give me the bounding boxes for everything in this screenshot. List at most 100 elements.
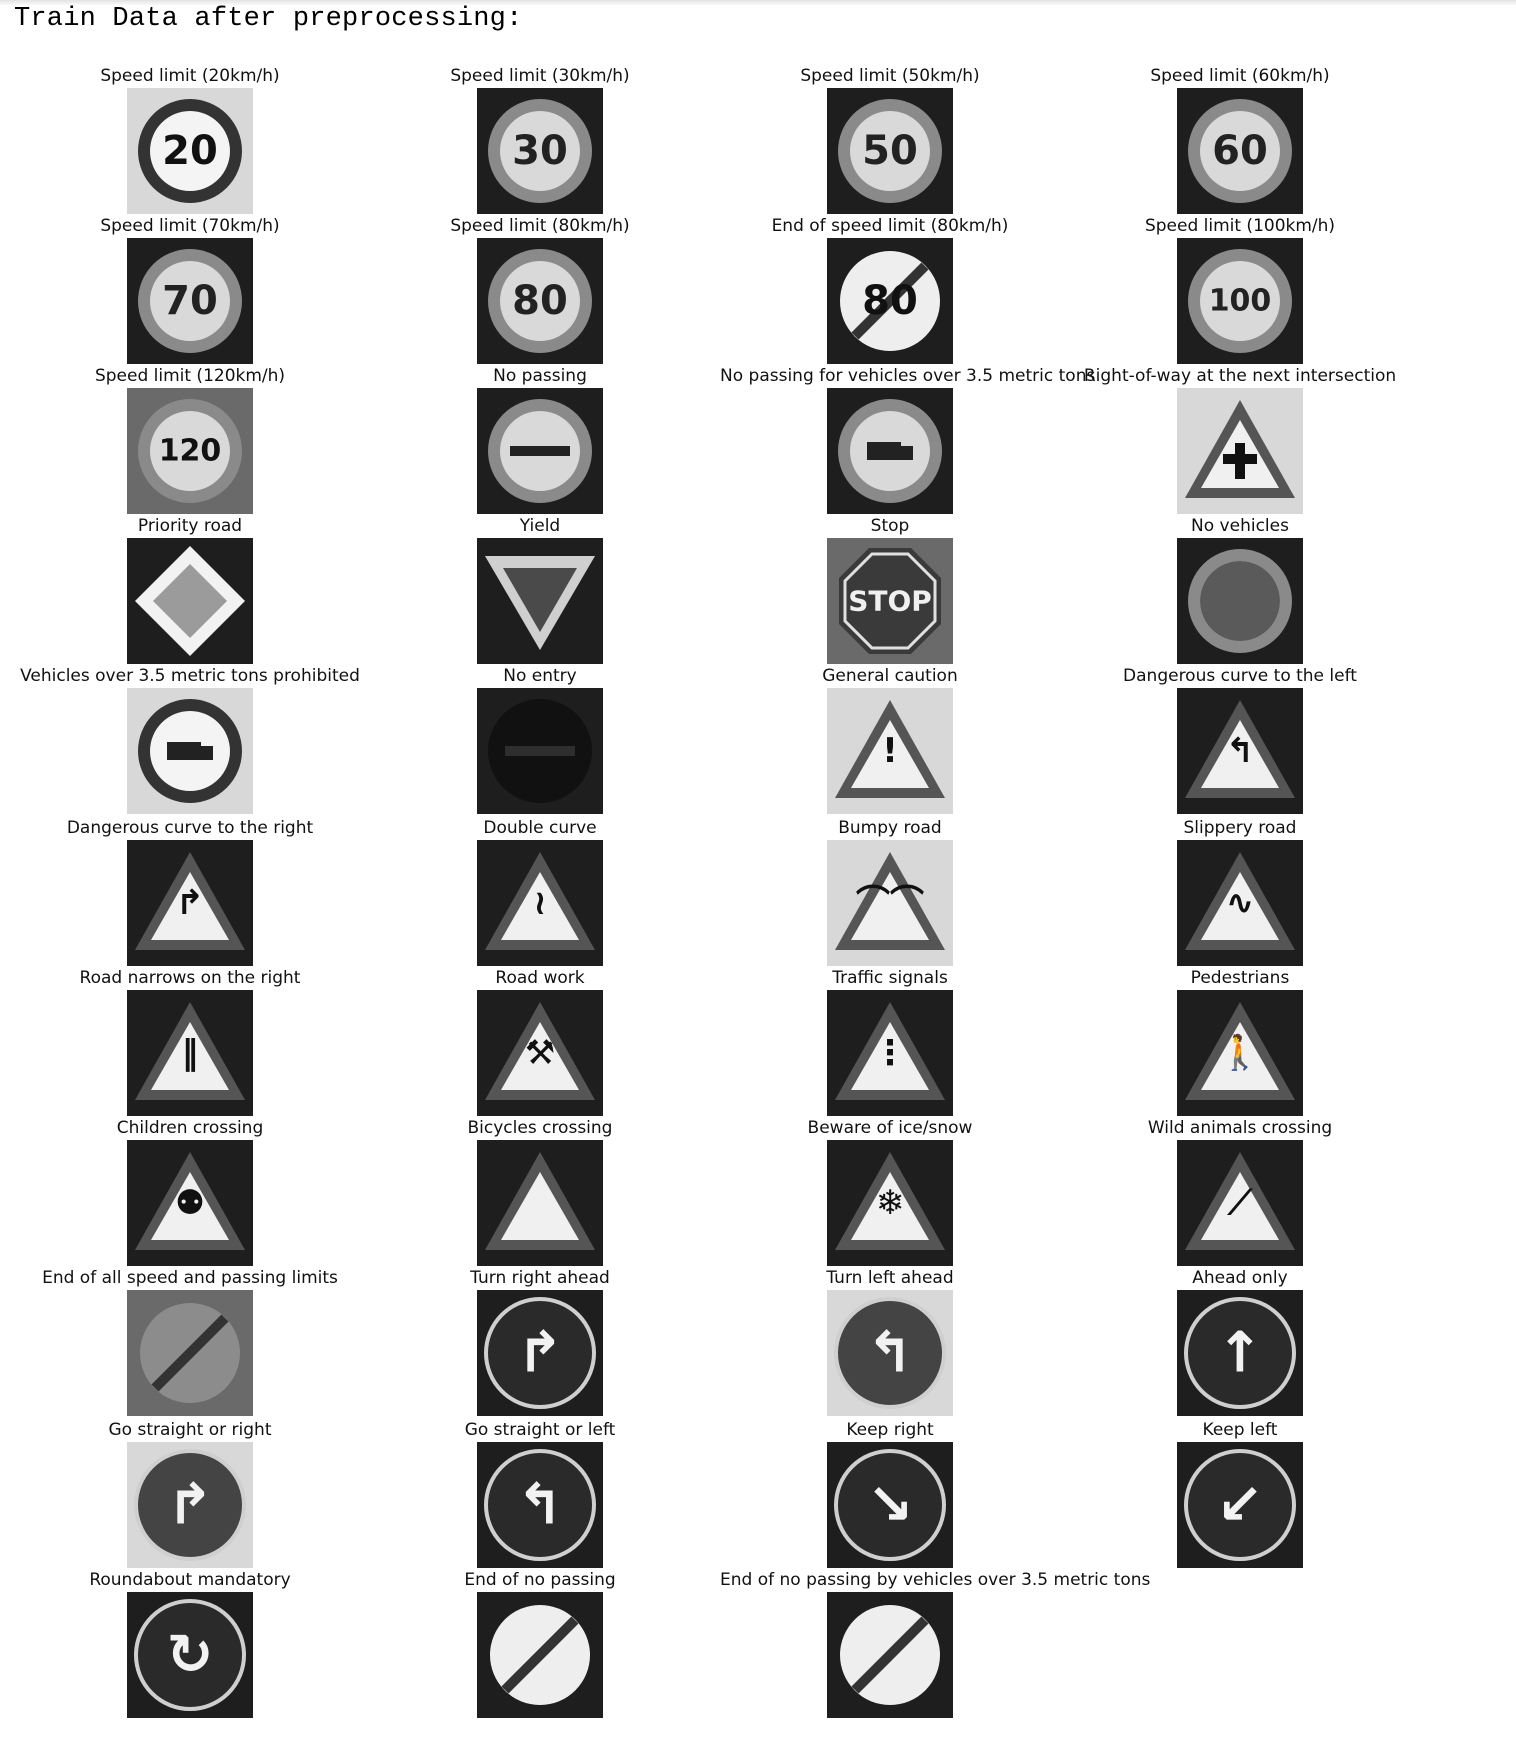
sign-cell: Speed limit (30km/h) 30	[370, 66, 710, 216]
sign-label: Turn left ahead	[826, 1268, 954, 1288]
sign-label: Children crossing	[116, 1118, 264, 1138]
straight-or-left-icon: ↰	[477, 1442, 603, 1568]
end-speed-limit-80-icon-glyph: 80	[862, 278, 918, 324]
speed-limit-50-icon-glyph: 50	[862, 128, 918, 174]
end-all-limits-icon	[127, 1290, 253, 1416]
speed-limit-50-icon: 50	[827, 88, 953, 214]
sign-label: Pedestrians	[1190, 968, 1290, 988]
sign-cell: Go straight or right ↱	[20, 1420, 360, 1570]
ahead-only-icon-glyph: ↑	[1217, 1321, 1264, 1386]
sign-label: Beware of ice/snow	[807, 1118, 973, 1138]
sign-cell: Traffic signals ⋮	[720, 968, 1060, 1118]
general-caution-icon: !	[827, 688, 953, 814]
sign-cell: Wild animals crossing ⟋	[1070, 1118, 1410, 1268]
bicycles-crossing-icon	[477, 1140, 603, 1266]
children-crossing-icon: ⚉	[127, 1140, 253, 1266]
general-caution-icon-glyph: !	[882, 731, 898, 771]
no-entry-icon	[477, 688, 603, 814]
sign-label: End of all speed and passing limits	[42, 1268, 338, 1288]
sign-label: Turn right ahead	[470, 1268, 610, 1288]
double-curve-icon: ≀	[477, 840, 603, 966]
sign-cell: Keep left ↙	[1070, 1420, 1410, 1570]
speed-limit-70-icon-glyph: 70	[162, 278, 218, 324]
trucks-prohibited-icon	[127, 688, 253, 814]
sign-label: End of no passing by vehicles over 3.5 m…	[720, 1570, 1151, 1590]
sign-label: Speed limit (80km/h)	[450, 216, 630, 236]
keep-left-icon-glyph: ↙	[1217, 1473, 1264, 1538]
sign-cell: Stop STOP	[720, 516, 1060, 666]
curve-right-icon-glyph: ↱	[176, 883, 205, 923]
speed-limit-30-icon: 30	[477, 88, 603, 214]
sign-cell: Speed limit (70km/h) 70	[20, 216, 360, 366]
speed-limit-100-icon: 100	[1177, 238, 1303, 364]
sign-cell: Speed limit (120km/h) 120	[20, 366, 360, 516]
speed-limit-120-icon: 120	[127, 388, 253, 514]
sign-cell: Speed limit (60km/h) 60	[1070, 66, 1410, 216]
priority-road-icon	[127, 538, 253, 664]
sign-cell: End of no passing by vehicles over 3.5 m…	[720, 1570, 1151, 1720]
sign-label: Speed limit (30km/h)	[450, 66, 630, 86]
sign-label: Dangerous curve to the right	[66, 818, 314, 838]
curve-left-icon: ↰	[1177, 688, 1303, 814]
sign-label: Keep left	[1202, 1420, 1278, 1440]
turn-right-ahead-icon-glyph: ↱	[517, 1321, 564, 1386]
sign-cell: Keep right ↘	[720, 1420, 1060, 1570]
bumpy-road-icon: ⌒⌒	[827, 840, 953, 966]
sign-label: Dangerous curve to the left	[1123, 666, 1357, 686]
sign-cell: No passing	[370, 366, 710, 516]
sign-label: Keep right	[846, 1420, 934, 1440]
sign-cell: End of speed limit (80km/h) 80	[720, 216, 1060, 366]
double-curve-icon-glyph: ≀	[534, 883, 547, 923]
sign-label: Speed limit (50km/h)	[800, 66, 980, 86]
sign-label: Vehicles over 3.5 metric tons prohibited	[20, 666, 360, 686]
output-heading: Train Data after preprocessing:	[14, 4, 523, 34]
sign-cell: Vehicles over 3.5 metric tons prohibited	[20, 666, 360, 816]
sign-label: Roundabout mandatory	[89, 1570, 291, 1590]
sign-cell: Speed limit (80km/h) 80	[370, 216, 710, 366]
sign-label: Stop	[870, 516, 910, 536]
speed-limit-30-icon-glyph: 30	[512, 128, 568, 174]
stop-icon-glyph: STOP	[848, 585, 932, 618]
traffic-signals-icon-glyph: ⋮	[873, 1033, 907, 1073]
sign-cell: Roundabout mandatory ↻	[20, 1570, 360, 1720]
end-no-passing-icon	[477, 1592, 603, 1718]
stop-icon: STOP	[827, 538, 953, 664]
speed-limit-60-icon-glyph: 60	[1212, 128, 1268, 174]
sign-cell: Turn left ahead ↰	[720, 1268, 1060, 1418]
slippery-road-icon-glyph: ∿	[1226, 883, 1255, 923]
wild-animals-icon-glyph: ⟋	[1226, 1183, 1253, 1223]
roundabout-icon-glyph: ↻	[167, 1623, 214, 1688]
keep-right-icon: ↘	[827, 1442, 953, 1568]
sign-label: Speed limit (60km/h)	[1150, 66, 1330, 86]
yield-icon	[477, 538, 603, 664]
road-work-icon-glyph: ⚒	[525, 1033, 555, 1073]
sign-cell: General caution!	[720, 666, 1060, 816]
sign-label: No passing for vehicles over 3.5 metric …	[720, 366, 1096, 386]
sign-label: Bumpy road	[838, 818, 942, 838]
speed-limit-100-icon-glyph: 100	[1209, 284, 1272, 319]
turn-left-ahead-icon-glyph: ↰	[867, 1321, 914, 1386]
sign-cell: No entry	[370, 666, 710, 816]
sign-label: Road work	[495, 968, 585, 988]
pedestrians-icon: 🚶	[1177, 990, 1303, 1116]
sign-cell: Turn right ahead ↱	[370, 1268, 710, 1418]
sign-label: No entry	[503, 666, 577, 686]
sign-label: Speed limit (100km/h)	[1144, 216, 1336, 236]
sign-label: Go straight or left	[464, 1420, 616, 1440]
speed-limit-70-icon: 70	[127, 238, 253, 364]
sign-cell: Ahead only ↑	[1070, 1268, 1410, 1418]
wild-animals-icon: ⟋	[1177, 1140, 1303, 1266]
sign-label: Road narrows on the right	[79, 968, 301, 988]
sign-cell: Road work ⚒	[370, 968, 710, 1118]
traffic-signals-icon: ⋮	[827, 990, 953, 1116]
ice-snow-icon: ❄	[827, 1140, 953, 1266]
sign-cell: Bumpy road ⌒⌒	[720, 818, 1060, 968]
sign-label: Double curve	[483, 818, 597, 838]
sign-label: Priority road	[137, 516, 243, 536]
road-narrows-icon: ‖	[127, 990, 253, 1116]
sign-label: Yield	[519, 516, 561, 536]
no-passing-trucks-icon	[827, 388, 953, 514]
sign-cell: Slippery road ∿	[1070, 818, 1410, 968]
sign-cell: Speed limit (50km/h) 50	[720, 66, 1060, 216]
sign-label: Bicycles crossing	[467, 1118, 613, 1138]
